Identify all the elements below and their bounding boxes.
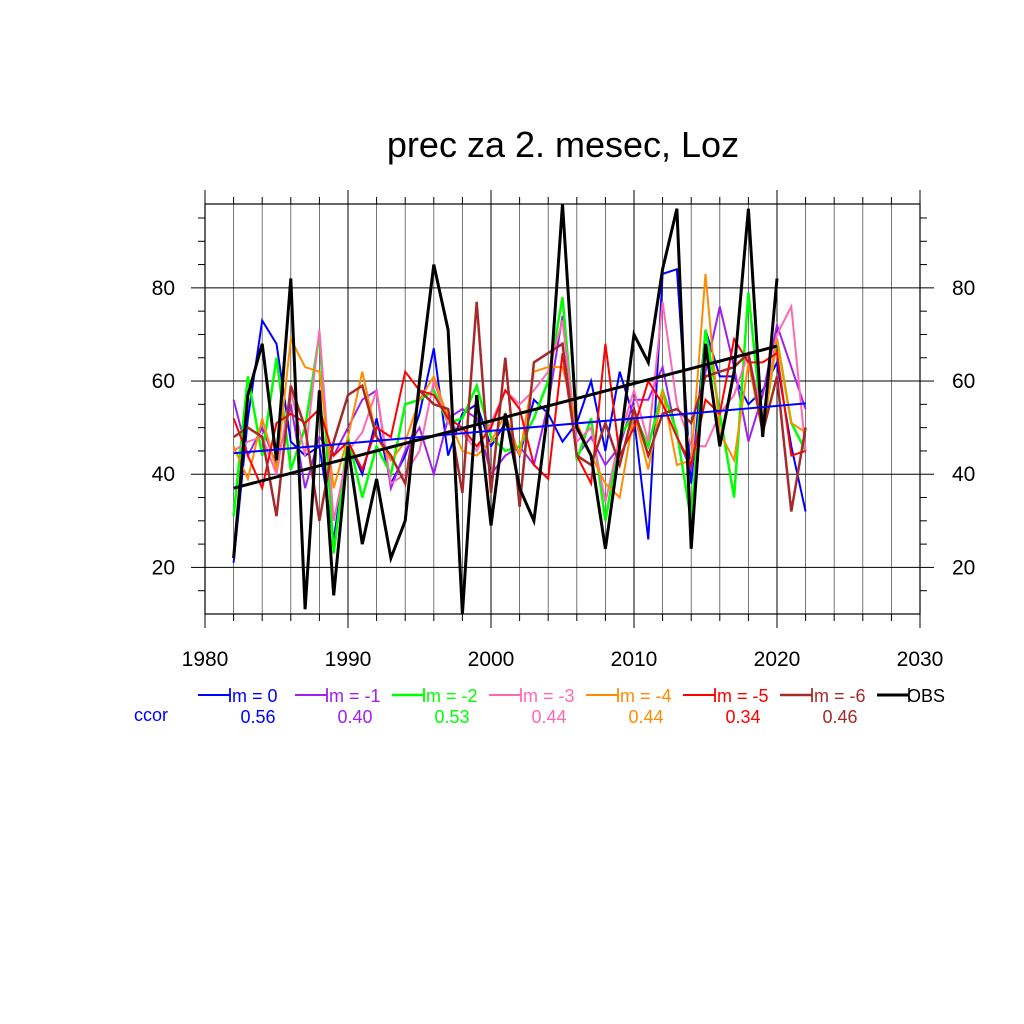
x-tick-label: 2000 — [468, 648, 515, 671]
legend-entry: lm = -4 — [616, 686, 672, 706]
legend-entry: lm = -1 — [325, 686, 381, 706]
legend-entry: lm = 0 — [228, 686, 278, 706]
x-tick-label: 2010 — [611, 648, 658, 671]
legend-entry: lm = -6 — [810, 686, 866, 706]
ccor-value: 0.44 — [531, 707, 566, 727]
y-tick-label-right: 20 — [952, 556, 975, 579]
ccor-value: 0.53 — [434, 707, 469, 727]
legend-entry: lm = -2 — [422, 686, 478, 706]
series-line — [232, 203, 779, 615]
ccor-value: 0.34 — [725, 707, 760, 727]
series-line — [232, 292, 807, 554]
y-tick-label-right: 60 — [952, 370, 975, 393]
y-tick-label-right: 80 — [952, 277, 975, 300]
ccor-value: 0.40 — [337, 707, 372, 727]
y-tick-label: 20 — [152, 556, 175, 579]
legend-entry: OBS — [907, 686, 945, 706]
x-tick-label: 1990 — [325, 648, 372, 671]
trend-lines — [233, 344, 806, 490]
series-line — [232, 273, 807, 500]
grid-lines — [205, 204, 920, 614]
x-tick-label: 2020 — [754, 648, 801, 671]
ccor-value: 0.44 — [628, 707, 663, 727]
legend-entry: lm = -5 — [713, 686, 769, 706]
plot-frame — [204, 203, 921, 615]
y-tick-label: 80 — [152, 277, 175, 300]
series-line — [232, 336, 806, 492]
trend-line — [233, 344, 778, 490]
ccor-value: 0.56 — [240, 707, 275, 727]
ccor-value: 0.46 — [822, 707, 857, 727]
chart-title: prec za 2. mesec, Loz — [387, 124, 739, 165]
x-tick-label: 1980 — [182, 648, 229, 671]
legend-entry: lm = -3 — [519, 686, 575, 706]
y-tick-label-right: 40 — [952, 463, 975, 486]
series-lines — [232, 203, 807, 615]
y-tick-label: 40 — [152, 463, 175, 486]
ccor-label: ccor — [134, 705, 168, 725]
trend-line — [233, 402, 806, 455]
x-tick-label: 2030 — [897, 648, 944, 671]
y-tick-label: 60 — [152, 370, 175, 393]
